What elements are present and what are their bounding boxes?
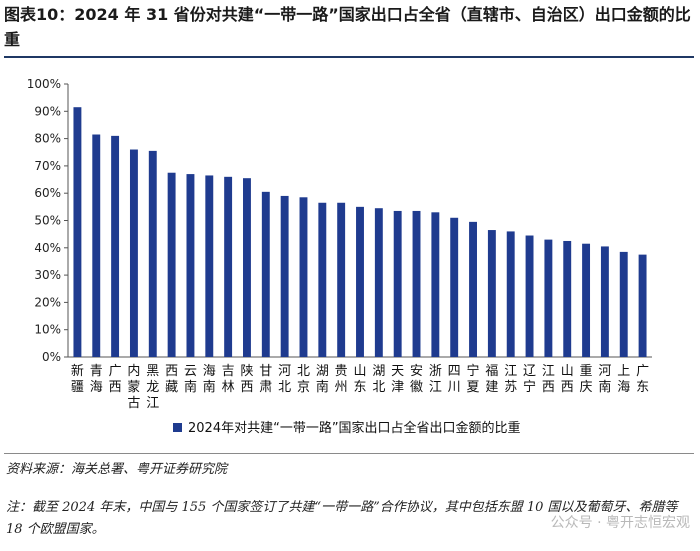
bar [506, 231, 515, 357]
bar [525, 235, 534, 357]
bar [431, 212, 440, 357]
y-tick-label: 60% [34, 186, 61, 200]
bar [638, 254, 647, 357]
x-tick-label: 安徽 [410, 364, 423, 395]
legend: 2024年对共建“一带一路”国家出口占全省出口金额的比重 [173, 420, 521, 436]
note-text: 注：截至 2024 年末，中国与 155 个国家签订了共建“一带一路”合作协议，… [6, 500, 678, 537]
bar-series [73, 107, 647, 357]
x-tick-label: 天津 [391, 364, 404, 395]
bar [487, 230, 496, 357]
bar [167, 172, 176, 357]
bar [186, 174, 195, 357]
x-tick-label: 贵州 [335, 364, 348, 395]
y-tick-label: 0% [42, 350, 61, 364]
bar [544, 239, 553, 357]
x-tick-label: 四川 [448, 364, 461, 395]
x-tick-label: 湖北 [372, 364, 385, 395]
x-tick-label: 广西 [109, 364, 122, 395]
y-axis: 0% 10% 20% 30% 40% 50% 60% 70% 80% 90% 100% [27, 77, 652, 364]
bar [280, 195, 289, 357]
legend-label: 2024年对共建“一带一路”国家出口占全省出口金额的比重 [188, 420, 521, 436]
x-tick-label: 河南 [598, 364, 611, 395]
x-tick-label: 海南 [203, 364, 216, 395]
bar [129, 149, 138, 357]
x-tick-label: 重庆 [580, 363, 593, 395]
x-axis-labels: 新疆青海广西内蒙古黑龙江西藏云南海南吉林陕西甘肃河北北京湖南贵州山东湖北天津安徽… [71, 363, 649, 411]
x-tick-label: 山东 [353, 364, 366, 395]
y-tick-label: 30% [34, 268, 61, 282]
bar [469, 221, 477, 357]
bar-chart: 0% 10% 20% 30% 40% 50% 60% 70% 80% 90% 100% 新疆青海广西… [27, 77, 652, 436]
source-rule [4, 453, 694, 454]
bar [600, 246, 609, 357]
bar [356, 206, 364, 357]
bar [337, 202, 346, 357]
x-tick-label: 青海 [90, 364, 103, 395]
y-tick-label: 20% [34, 295, 61, 309]
x-tick-label: 上海 [617, 364, 630, 395]
y-tick-label: 100% [27, 77, 61, 91]
legend-swatch [173, 423, 182, 432]
bar [205, 175, 214, 357]
watermark-text: 公众号 · 粤开志恒宏观 [550, 515, 690, 531]
y-tick-label: 40% [34, 241, 61, 255]
x-tick-label: 云南 [184, 364, 197, 395]
y-tick-label: 10% [34, 323, 61, 337]
x-tick-label: 辽宁 [523, 364, 536, 395]
x-tick-label: 西藏 [165, 364, 178, 395]
y-tick-label: 90% [34, 104, 61, 118]
x-tick-label: 广东 [636, 364, 649, 395]
bar [111, 135, 120, 357]
bar [619, 251, 628, 357]
bar [243, 178, 251, 357]
x-tick-label: 浙江 [429, 364, 442, 395]
x-tick-label: 吉林 [222, 364, 235, 395]
x-tick-label: 甘肃 [259, 364, 272, 395]
figure-title: 图表10：2024 年 31 省份对共建“一带一路”国家出口占全省（直辖市、自治… [4, 5, 691, 49]
bar [299, 197, 308, 357]
bar [412, 210, 421, 357]
x-tick-label: 黑龙江 [146, 364, 159, 411]
bar [73, 107, 82, 357]
y-tick-label: 70% [34, 159, 61, 173]
x-tick-label: 新疆 [71, 363, 84, 395]
bar [261, 191, 270, 357]
bar [563, 240, 572, 357]
bar [374, 208, 383, 357]
bar [450, 217, 459, 357]
bar [92, 134, 101, 357]
bar [224, 176, 233, 357]
x-tick-label: 陕西 [240, 364, 253, 395]
x-tick-label: 福建 [485, 364, 498, 395]
bar [582, 243, 591, 357]
x-tick-label: 北京 [297, 364, 310, 395]
bar [393, 210, 402, 357]
y-tick-label: 50% [34, 214, 61, 228]
x-tick-label: 湖南 [316, 364, 329, 395]
x-tick-label: 宁夏 [467, 363, 480, 395]
x-tick-label: 河北 [278, 364, 291, 395]
x-tick-label: 内蒙古 [127, 363, 140, 411]
x-tick-label: 山西 [561, 364, 574, 395]
title-rule [4, 56, 694, 58]
x-tick-label: 江西 [542, 364, 555, 395]
x-tick-label: 江苏 [504, 364, 517, 395]
y-tick-label: 80% [34, 132, 61, 146]
bar [148, 150, 157, 357]
source-text: 资料来源：海关总署、粤开证券研究院 [6, 462, 228, 477]
bar [318, 202, 327, 357]
